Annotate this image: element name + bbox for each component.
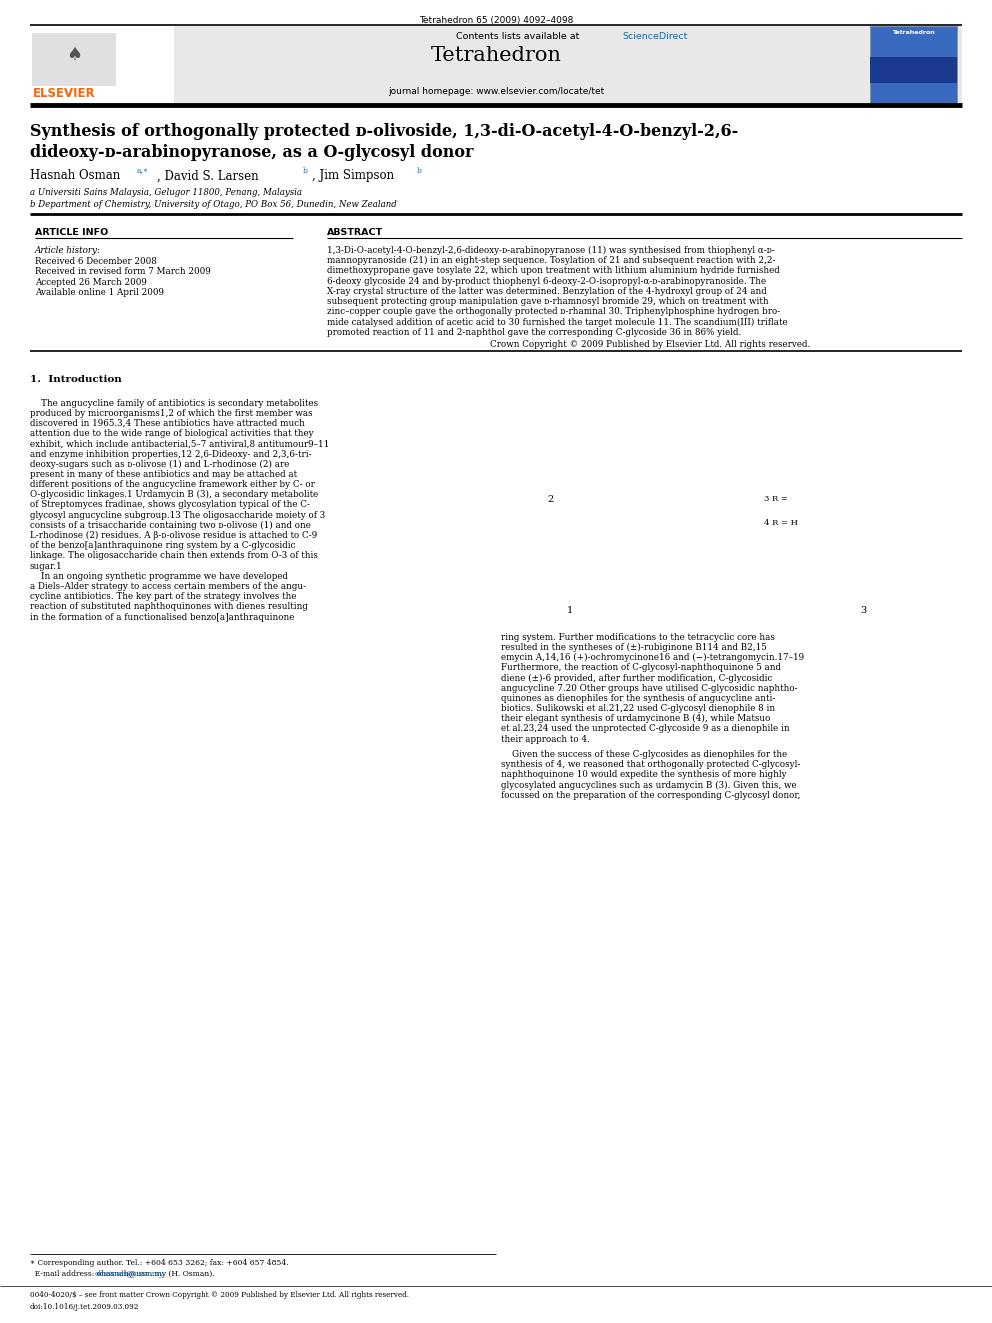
Text: Available online 1 April 2009: Available online 1 April 2009: [35, 288, 164, 298]
Text: produced by microorganisms1,2 of which the first member was: produced by microorganisms1,2 of which t…: [30, 409, 312, 418]
Text: diene (±)-6 provided, after further modification, C-glycosidic: diene (±)-6 provided, after further modi…: [501, 673, 773, 683]
Text: linkage. The oligosaccharide chain then extends from O-3 of this: linkage. The oligosaccharide chain then …: [30, 552, 317, 561]
Text: 6-deoxy glycoside 24 and by-product thiophenyl 6-deoxy-2-O-isopropyl-α-ᴅ-arabino: 6-deoxy glycoside 24 and by-product thio…: [327, 277, 767, 286]
Text: present in many of these antibiotics and may be attached at: present in many of these antibiotics and…: [30, 470, 297, 479]
Text: promoted reaction of 11 and 2-naphthol gave the corresponding C-glycoside 36 in : promoted reaction of 11 and 2-naphthol g…: [327, 328, 742, 336]
Text: ABSTRACT: ABSTRACT: [327, 228, 384, 237]
Text: different positions of the angucycline framework either by C- or: different positions of the angucycline f…: [30, 480, 314, 490]
Bar: [870, 57, 957, 83]
Text: resulted in the syntheses of (±)-rubiginone B114 and B2,15: resulted in the syntheses of (±)-rubigin…: [501, 643, 767, 652]
Text: 3: 3: [860, 606, 866, 615]
Text: sugar.1: sugar.1: [30, 562, 62, 570]
Text: Hasnah Osman: Hasnah Osman: [30, 169, 120, 183]
Text: L-rhodinose (2) residues. A β-ᴅ-olivose residue is attached to C-9: L-rhodinose (2) residues. A β-ᴅ-olivose …: [30, 531, 317, 540]
Text: doi:10.1016/j.tet.2009.03.092: doi:10.1016/j.tet.2009.03.092: [30, 1303, 139, 1311]
Text: Accepted 26 March 2009: Accepted 26 March 2009: [35, 278, 147, 287]
Text: ring system. Further modifications to the tetracyclic core has: ring system. Further modifications to th…: [501, 632, 775, 642]
Text: 1: 1: [567, 606, 573, 615]
Text: reaction of substituted naphthoquinones with dienes resulting: reaction of substituted naphthoquinones …: [30, 602, 308, 611]
Text: Article history:: Article history:: [35, 246, 101, 255]
Text: a Diels–Alder strategy to access certain members of the angu-: a Diels–Alder strategy to access certain…: [30, 582, 306, 591]
Text: naphthoquinone 10 would expedite the synthesis of more highly: naphthoquinone 10 would expedite the syn…: [501, 770, 787, 779]
Text: b: b: [303, 167, 308, 175]
Text: X-ray crystal structure of the latter was determined. Benzylation of the 4-hydro: X-ray crystal structure of the latter wa…: [327, 287, 767, 296]
Text: attention due to the wide range of biological activities that they: attention due to the wide range of biolo…: [30, 429, 313, 438]
Text: Tetrahedron: Tetrahedron: [892, 30, 935, 36]
Text: dimethoxypropane gave tosylate 22, which upon treatment with lithium aluminium h: dimethoxypropane gave tosylate 22, which…: [327, 266, 780, 275]
Text: their approach to 4.: their approach to 4.: [501, 734, 590, 744]
Text: Crown Copyright © 2009 Published by Elsevier Ltd. All rights reserved.: Crown Copyright © 2009 Published by Else…: [490, 340, 809, 349]
Text: Tetrahedron 65 (2009) 4092–4098: Tetrahedron 65 (2009) 4092–4098: [419, 16, 573, 25]
Text: b Department of Chemistry, University of Otago, PO Box 56, Dunedin, New Zealand: b Department of Chemistry, University of…: [30, 200, 397, 209]
Text: ARTICLE INFO: ARTICLE INFO: [35, 228, 108, 237]
Text: cycline antibiotics. The key part of the strategy involves the: cycline antibiotics. The key part of the…: [30, 593, 297, 601]
Text: quinones as dienophiles for the synthesis of angucycline anti-: quinones as dienophiles for the synthesi…: [501, 695, 776, 703]
Text: , David S. Larsen: , David S. Larsen: [157, 169, 258, 183]
Text: 2: 2: [548, 495, 554, 504]
Bar: [870, 26, 957, 103]
Text: mide catalysed addition of acetic acid to 30 furnished the target molecule 11. T: mide catalysed addition of acetic acid t…: [327, 318, 788, 327]
Text: 3 R =: 3 R =: [764, 495, 788, 503]
Text: In an ongoing synthetic programme we have developed: In an ongoing synthetic programme we hav…: [30, 572, 288, 581]
Text: Furthermore, the reaction of C-glycosyl-naphthoquinone 5 and: Furthermore, the reaction of C-glycosyl-…: [501, 663, 781, 672]
Text: biotics. Sulikowski et al.21,22 used C-glycosyl dienophile 8 in: biotics. Sulikowski et al.21,22 used C-g…: [501, 704, 775, 713]
Text: ♠: ♠: [66, 46, 82, 65]
Text: Received 6 December 2008: Received 6 December 2008: [35, 257, 157, 266]
Bar: [30, 26, 962, 103]
Text: consists of a trisaccharide containing two ᴅ-olivose (1) and one: consists of a trisaccharide containing t…: [30, 521, 310, 531]
Bar: [32, 33, 116, 86]
Text: glycosylated angucyclines such as urdamycin B (3). Given this, we: glycosylated angucyclines such as urdamy…: [501, 781, 797, 790]
Text: , Jim Simpson: , Jim Simpson: [312, 169, 395, 183]
Text: Tetrahedron: Tetrahedron: [431, 46, 561, 65]
Text: mannopyranoside (21) in an eight-step sequence. Tosylation of 21 and subsequent : mannopyranoside (21) in an eight-step se…: [327, 257, 776, 266]
Text: 1,3-Di-O-acetyl-4-O-benzyl-2,6-dideoxy-ᴅ-arabinopyranose (11) was synthesised fr: 1,3-Di-O-acetyl-4-O-benzyl-2,6-dideoxy-ᴅ…: [327, 246, 775, 255]
Text: a,∗: a,∗: [137, 167, 149, 175]
Bar: [30, 26, 174, 103]
Text: exhibit, which include antibacterial,5–7 antiviral,8 antitumour9–11: exhibit, which include antibacterial,5–7…: [30, 439, 329, 448]
Text: discovered in 1965.3,4 These antibiotics have attracted much: discovered in 1965.3,4 These antibiotics…: [30, 419, 305, 429]
Text: a Universiti Sains Malaysia, Gelugor 11800, Penang, Malaysia: a Universiti Sains Malaysia, Gelugor 118…: [30, 188, 302, 197]
Text: their elegant synthesis of urdamycinone B (4), while Matsuo: their elegant synthesis of urdamycinone …: [501, 714, 771, 724]
Text: in the formation of a functionalised benzo[a]anthraquinone: in the formation of a functionalised ben…: [30, 613, 295, 622]
Text: ohasnah@usm.my: ohasnah@usm.my: [94, 1270, 164, 1278]
Text: deoxy-sugars such as ᴅ-olivose (1) and L-rhodinose (2) are: deoxy-sugars such as ᴅ-olivose (1) and L…: [30, 460, 289, 468]
Text: et al.23,24 used the unprotected C-glycoside 9 as a dienophile in: et al.23,24 used the unprotected C-glyco…: [501, 725, 790, 733]
Text: The angucycline family of antibiotics is secondary metabolites: The angucycline family of antibiotics is…: [30, 398, 317, 407]
Text: 1.  Introduction: 1. Introduction: [30, 374, 121, 384]
Text: Synthesis of orthogonally protected ᴅ-olivoside, 1,3-di-Ο-acetyl-4-Ο-benzyl-2,6-: Synthesis of orthogonally protected ᴅ-ol…: [30, 123, 738, 140]
Text: zinc–copper couple gave the orthogonally protected ᴅ-rhamnal 30. Triphenylphosph: zinc–copper couple gave the orthogonally…: [327, 307, 781, 316]
Text: focussed on the preparation of the corresponding C-glycosyl donor,: focussed on the preparation of the corre…: [501, 791, 801, 799]
Text: angucycline 7.20 Other groups have utilised C-glycosidic naphtho-: angucycline 7.20 Other groups have utili…: [501, 684, 798, 693]
Text: synthesis of 4, we reasoned that orthogonally protected C-glycosyl-: synthesis of 4, we reasoned that orthogo…: [501, 761, 801, 769]
Text: E-mail address: ohasnah@usm.my (H. Osman).: E-mail address: ohasnah@usm.my (H. Osman…: [30, 1270, 214, 1278]
Text: and enzyme inhibition properties,12 2,6-Dideoxy- and 2,3,6-tri-: and enzyme inhibition properties,12 2,6-…: [30, 450, 311, 459]
Text: glycosyl angucycline subgroup.13 The oligosaccharide moiety of 3: glycosyl angucycline subgroup.13 The oli…: [30, 511, 325, 520]
Text: ELSEVIER: ELSEVIER: [33, 87, 95, 101]
Text: of the benzo[a]anthraquinone ring system by a C-glycosidic: of the benzo[a]anthraquinone ring system…: [30, 541, 296, 550]
Text: ∗ Corresponding author. Tel.: +604 653 3262; fax: +604 657 4854.: ∗ Corresponding author. Tel.: +604 653 3…: [30, 1259, 289, 1267]
Text: Given the success of these C-glycosides as dienophiles for the: Given the success of these C-glycosides …: [501, 750, 788, 759]
Text: emycin A,14,16 (+)-ochromycinone16 and (−)-tetrangomycin.17–19: emycin A,14,16 (+)-ochromycinone16 and (…: [501, 654, 805, 663]
Text: O-glycosidic linkages.1 Urdamycin B (3), a secondary metabolite: O-glycosidic linkages.1 Urdamycin B (3),…: [30, 491, 318, 499]
Text: dideoxy-ᴅ-arabinopyranose, as a Ο-glycosyl donor: dideoxy-ᴅ-arabinopyranose, as a Ο-glycos…: [30, 144, 473, 161]
Text: ScienceDirect: ScienceDirect: [622, 32, 687, 41]
Text: b: b: [417, 167, 422, 175]
Text: Received in revised form 7 March 2009: Received in revised form 7 March 2009: [35, 267, 210, 277]
Text: 0040-4020/$ – see front matter Crown Copyright © 2009 Published by Elsevier Ltd.: 0040-4020/$ – see front matter Crown Cop…: [30, 1291, 409, 1299]
Text: 4 R = H: 4 R = H: [764, 519, 798, 527]
Text: subsequent protecting group manipulation gave ᴅ-rhamnosyl bromide 29, which on t: subsequent protecting group manipulation…: [327, 298, 769, 306]
Bar: [491, 388, 962, 626]
Text: Contents lists available at: Contents lists available at: [456, 32, 582, 41]
Text: journal homepage: www.elsevier.com/locate/tet: journal homepage: www.elsevier.com/locat…: [388, 87, 604, 97]
Text: of Streptomyces fradinae, shows glycosylation typical of the C-: of Streptomyces fradinae, shows glycosyl…: [30, 500, 310, 509]
